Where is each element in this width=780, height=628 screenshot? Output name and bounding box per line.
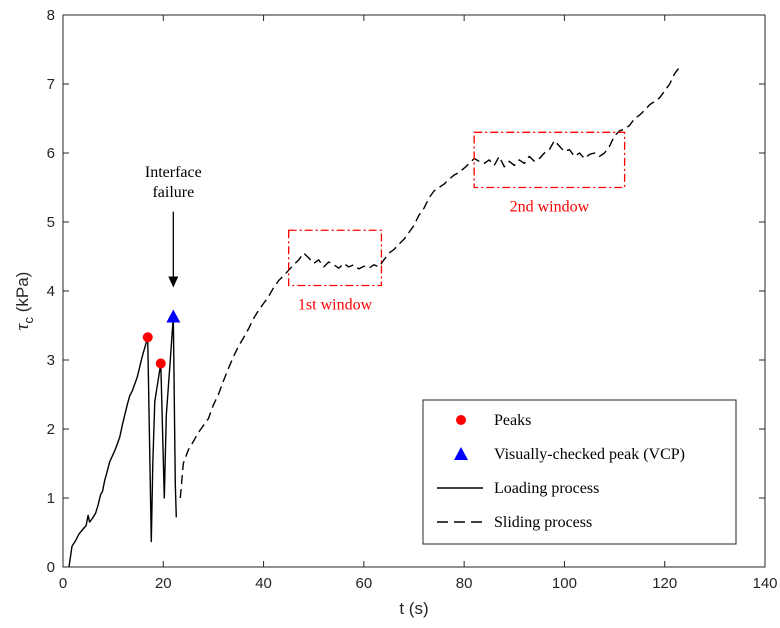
y-axis-ticks: 0 1 2 3 4 5 6 7 8 [47,7,765,576]
vcp-marker [166,309,181,323]
legend-box [422,399,737,545]
annotation-text: Interface [145,164,202,181]
x-tick-label: 140 [752,575,777,592]
interface-failure-annotation: Interface failure [145,164,202,288]
window-box [473,131,626,189]
legend: Peaks Visually-checked peak (VCP) Loading … [422,399,737,545]
windows-layer: 1st window 2nd window [287,131,626,313]
y-tick-label: 8 [47,7,55,24]
x-tick-label: 100 [552,575,577,592]
y-axis-label-symbol: τ [12,322,33,330]
y-tick-label: 7 [47,76,55,93]
window-label: 2nd window [510,199,590,216]
y-tick-label: 1 [47,490,55,507]
annotation-text: failure [152,184,194,201]
peak-marker [142,332,153,343]
plot-area [68,66,681,568]
y-axis-label-unit: (kPa) [13,272,32,317]
y-tick-label: 4 [47,283,55,300]
x-axis-ticks: 0 20 40 60 80 100 120 140 [59,15,778,592]
y-tick-label: 5 [47,214,55,231]
window-box [287,229,383,287]
y-axis-label: τc (kPa) [12,272,36,331]
peak-marker [155,358,166,369]
x-tick-label: 20 [155,575,172,592]
sliding-process-line [179,66,681,499]
x-tick-label: 120 [652,575,677,592]
loading-process-line [68,315,177,568]
legend-label: Sliding process [494,514,592,531]
annotation-arrow-head [168,276,179,288]
y-axis-label-subscript: c [21,317,36,324]
y-tick-label: 3 [47,352,55,369]
legend-label: Visually-checked peak (VCP) [494,446,685,463]
legend-label: Loading process [494,480,599,497]
y-tick-label: 0 [47,559,55,576]
window-label: 1st window [298,296,373,313]
legend-peak-symbol [456,415,466,425]
legend-vcp-symbol [454,447,468,460]
legend-label: Peaks [494,412,531,429]
y-tick-label: 2 [47,421,55,438]
x-tick-label: 0 [59,575,67,592]
x-tick-label: 60 [356,575,373,592]
x-tick-label: 40 [255,575,272,592]
x-tick-label: 80 [456,575,473,592]
x-axis-label: t (s) [399,599,428,618]
markers-layer [142,309,181,369]
y-tick-label: 6 [47,145,55,162]
